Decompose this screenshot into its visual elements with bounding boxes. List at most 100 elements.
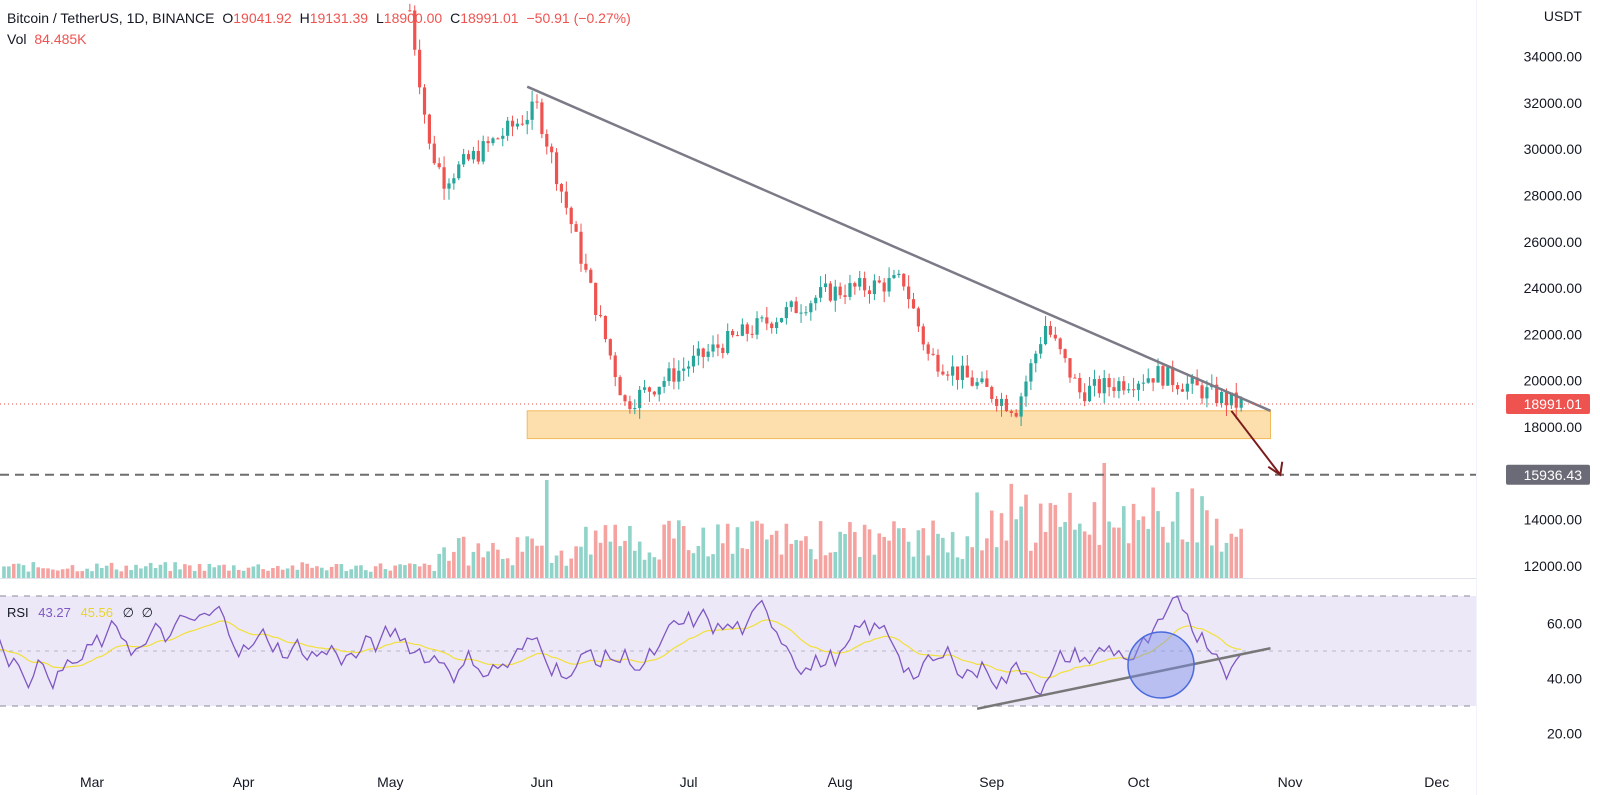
candle-down [1175, 385, 1180, 390]
candle-up [1190, 377, 1194, 384]
volume-bar-down [70, 565, 75, 578]
volume-bar-up [647, 552, 652, 578]
volume-bar-down [769, 534, 774, 578]
candle-down [496, 138, 500, 140]
volume-bar-up [320, 567, 324, 578]
candle-up [999, 398, 1004, 406]
rsi-tick-label: 20.00 [1547, 726, 1582, 742]
volume-bar-up [90, 571, 94, 578]
candle-down [1053, 334, 1057, 339]
volume-bar-down [672, 538, 676, 578]
rsi-legend: RSI 43.27 45.56 ∅ ∅ [7, 605, 153, 621]
candle-down [564, 191, 568, 208]
volume-bar-up [354, 565, 358, 578]
volume-bar-up [21, 565, 26, 578]
symbol-name[interactable]: Bitcoin / TetherUS, 1D, BINANCE [7, 10, 215, 26]
volume-bar-down [280, 569, 285, 578]
volume-bar-down [227, 570, 231, 578]
price-tick-label: 22000.00 [1524, 326, 1583, 342]
volume-bar-up [349, 569, 353, 578]
candle-up [515, 123, 520, 127]
rsi-label[interactable]: RSI [7, 605, 29, 620]
volume-bar-down [51, 569, 55, 578]
volume-bar-up [642, 559, 647, 578]
volume-bar-down [55, 570, 60, 578]
candle-up [1239, 398, 1243, 408]
volume-bar-down [569, 558, 574, 578]
volume-bar-down [686, 550, 691, 578]
candle-down [554, 152, 559, 185]
candle-down [422, 87, 427, 115]
price-axis-unit[interactable]: USDT [1543, 8, 1582, 24]
volume-bar-up [677, 520, 681, 578]
volume-bar-down [1082, 531, 1087, 578]
volume-bar-down [1092, 502, 1097, 578]
volume-label[interactable]: Vol [7, 31, 27, 47]
volume-bar-down [985, 538, 989, 578]
candle-down [946, 374, 950, 376]
volume-bar-down [75, 571, 80, 578]
volume-bar-down [329, 566, 334, 578]
volume-bar-up [158, 564, 163, 578]
volume-bar-up [486, 551, 490, 578]
volume-bar-up [1121, 506, 1126, 578]
candle-down [476, 150, 480, 162]
volume-bar-down [310, 567, 314, 578]
candle-up [980, 378, 984, 383]
volume-bar-up [1058, 526, 1063, 578]
volume-bar-up [2, 566, 6, 578]
volume-bar-down [80, 571, 85, 578]
time-axis-label: Dec [1424, 774, 1449, 790]
candle-down [1009, 411, 1013, 413]
volume-bar-down [46, 568, 50, 578]
volume-bar-up [994, 547, 999, 578]
volume-bar-down [300, 562, 305, 578]
candle-up [633, 408, 637, 410]
volume-bar-down [461, 536, 466, 578]
volume-bar-up [1014, 519, 1019, 578]
candle-down [1151, 378, 1155, 383]
candle-down [418, 49, 422, 88]
volume-bar-up [1156, 511, 1160, 578]
candle-down [598, 314, 603, 316]
candle-down [716, 344, 720, 348]
candle-down [735, 335, 740, 337]
time-axis-label: Apr [233, 774, 255, 790]
volume-bar-down [408, 563, 412, 578]
volume-bar-down [1239, 528, 1243, 578]
time-axis-label: Jun [531, 774, 554, 790]
volume-bar-down [1234, 536, 1239, 578]
volume-bar-up [843, 534, 847, 578]
time-axis-label: Oct [1128, 774, 1150, 790]
volume-bar-up [955, 557, 960, 578]
volume-bar-down [755, 520, 759, 578]
volume-bar-down [466, 565, 471, 578]
volume-bar-up [114, 569, 119, 578]
volume-bar-up [1195, 542, 1199, 578]
volume-bar-up [212, 567, 217, 578]
volume-bar-up [926, 555, 930, 578]
candle-up [506, 120, 510, 136]
volume-bar-down [246, 567, 251, 578]
candle-up [638, 389, 642, 409]
volume-bar-up [364, 570, 368, 578]
candle-up [858, 278, 862, 287]
candle-up [1219, 392, 1224, 404]
candle-down [770, 323, 774, 329]
volume-bar-down [613, 524, 618, 578]
volume-bar-up [432, 571, 437, 578]
volume-bar-up [7, 566, 11, 578]
candle-up [809, 303, 813, 313]
candle-down [574, 224, 578, 232]
candle-down [510, 120, 515, 127]
volume-bar-down [1097, 544, 1102, 578]
rsi-line [0, 595, 1242, 696]
volume-bar-down [1229, 533, 1234, 578]
volume-bar-up [716, 524, 720, 578]
volume-bar-up [706, 556, 710, 578]
volume-bar-up [696, 545, 701, 578]
volume-bar-up [456, 538, 461, 578]
volume-bar-up [549, 562, 554, 578]
candle-up [779, 318, 784, 323]
